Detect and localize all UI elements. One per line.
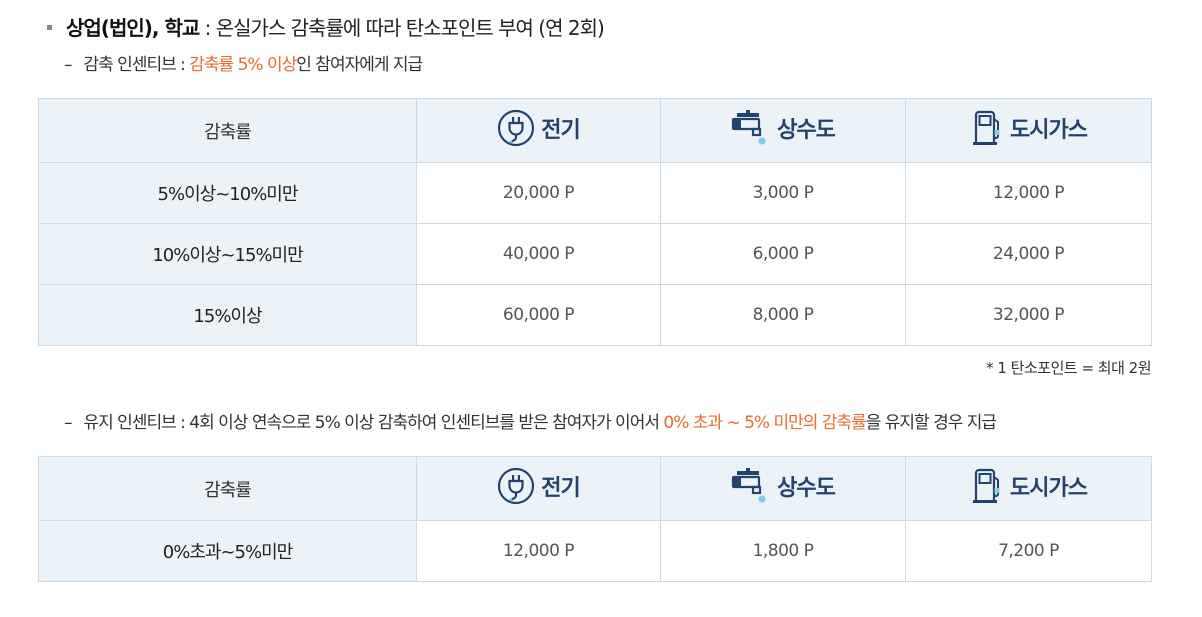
- row-rate: 0%초과~5%미만: [38, 520, 417, 582]
- header-electricity-label: 전기: [541, 476, 580, 501]
- header-electricity: 전기: [416, 456, 661, 521]
- faucet-icon: [731, 109, 771, 147]
- table-header-row: 감축률 전기: [38, 456, 1152, 521]
- header-water-label: 상수도: [777, 476, 836, 501]
- dash-bullet: –: [64, 55, 72, 75]
- gas-meter-icon: [970, 109, 1004, 147]
- row-gas-points: 24,000 P: [905, 223, 1152, 285]
- header-rate: 감축률: [38, 98, 417, 163]
- row-electricity-points: 20,000 P: [416, 162, 661, 224]
- square-bullet-icon: [47, 25, 52, 30]
- header-water: 상수도: [660, 456, 906, 521]
- header-gas: 도시가스: [905, 456, 1152, 521]
- row-electricity-points: 12,000 P: [416, 520, 661, 582]
- header-rate: 감축률: [38, 456, 417, 521]
- reduction-incentive-line: – 감축 인센티브 : 감축률 5% 이상인 참여자에게 지급: [64, 50, 423, 75]
- heading-rest: : 온실가스 감축률에 따라 탄소포인트 부여 (연 2회): [199, 16, 605, 40]
- reduction-incentive-highlight: 감축률 5% 이상: [189, 55, 297, 75]
- row-rate: 10%이상~15%미만: [38, 223, 417, 285]
- row-water-points: 8,000 P: [660, 284, 906, 346]
- row-gas-points: 12,000 P: [905, 162, 1152, 224]
- maintenance-incentive-line: – 유지 인센티브 : 4회 이상 연속으로 5% 이상 감축하여 인센티브를 받…: [64, 408, 997, 433]
- row-electricity-points: 60,000 P: [416, 284, 661, 346]
- row-water-points: 3,000 P: [660, 162, 906, 224]
- row-electricity-points: 40,000 P: [416, 223, 661, 285]
- header-gas: 도시가스: [905, 98, 1152, 163]
- table-row: 0%초과~5%미만 12,000 P 1,800 P 7,200 P: [38, 520, 1152, 582]
- row-rate: 15%이상: [38, 284, 417, 346]
- row-rate: 5%이상~10%미만: [38, 162, 417, 224]
- section-heading: 상업(법인), 학교 : 온실가스 감축률에 따라 탄소포인트 부여 (연 2회…: [47, 12, 605, 41]
- plug-icon: [497, 109, 535, 147]
- table-row: 15%이상 60,000 P 8,000 P 32,000 P: [38, 284, 1152, 346]
- row-gas-points: 7,200 P: [905, 520, 1152, 582]
- table-header-row: 감축률 전기: [38, 98, 1152, 163]
- header-gas-label: 도시가스: [1010, 476, 1088, 501]
- plug-icon: [497, 467, 535, 505]
- header-water: 상수도: [660, 98, 906, 163]
- faucet-icon: [731, 467, 771, 505]
- row-gas-points: 32,000 P: [905, 284, 1152, 346]
- reduction-incentive-table: 감축률 전기: [38, 98, 1152, 346]
- row-water-points: 1,800 P: [660, 520, 906, 582]
- table-row: 10%이상~15%미만 40,000 P 6,000 P 24,000 P: [38, 223, 1152, 285]
- row-water-points: 6,000 P: [660, 223, 906, 285]
- reduction-incentive-prefix: 감축 인센티브 :: [83, 55, 190, 75]
- gas-meter-icon: [970, 467, 1004, 505]
- reduction-incentive-suffix: 인 참여자에게 지급: [296, 55, 423, 75]
- point-value-note: * 1 탄소포인트 = 최대 2원: [986, 359, 1151, 377]
- maintenance-incentive-prefix: 유지 인센티브 : 4회 이상 연속으로 5% 이상 감축하여 인센티브를 받은…: [83, 413, 664, 433]
- maintenance-incentive-suffix: 을 유지할 경우 지급: [865, 413, 997, 433]
- header-electricity: 전기: [416, 98, 661, 163]
- header-electricity-label: 전기: [541, 118, 580, 143]
- heading-bold: 상업(법인), 학교: [66, 16, 200, 40]
- dash-bullet: –: [64, 413, 72, 433]
- table-row: 5%이상~10%미만 20,000 P 3,000 P 12,000 P: [38, 162, 1152, 224]
- header-gas-label: 도시가스: [1010, 118, 1088, 143]
- maintenance-incentive-table: 감축률 전기: [38, 456, 1152, 582]
- maintenance-incentive-highlight: 0% 초과 ~ 5% 미만의 감축률: [663, 413, 866, 433]
- header-water-label: 상수도: [777, 118, 836, 143]
